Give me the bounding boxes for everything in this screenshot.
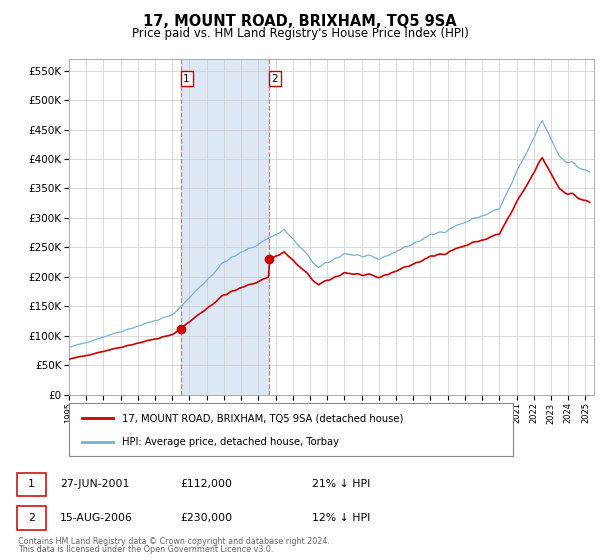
Text: 2: 2 — [28, 513, 35, 523]
Text: Price paid vs. HM Land Registry's House Price Index (HPI): Price paid vs. HM Land Registry's House … — [131, 27, 469, 40]
Text: 2: 2 — [272, 73, 278, 83]
Text: 15-AUG-2006: 15-AUG-2006 — [60, 513, 133, 523]
FancyBboxPatch shape — [69, 403, 513, 456]
Text: Contains HM Land Registry data © Crown copyright and database right 2024.: Contains HM Land Registry data © Crown c… — [18, 537, 330, 546]
Text: £112,000: £112,000 — [180, 479, 232, 489]
Text: £230,000: £230,000 — [180, 513, 232, 523]
Text: 1: 1 — [183, 73, 190, 83]
Bar — [181, 59, 269, 395]
Text: 17, MOUNT ROAD, BRIXHAM, TQ5 9SA (detached house): 17, MOUNT ROAD, BRIXHAM, TQ5 9SA (detach… — [122, 413, 404, 423]
Text: 17, MOUNT ROAD, BRIXHAM, TQ5 9SA: 17, MOUNT ROAD, BRIXHAM, TQ5 9SA — [143, 14, 457, 29]
Text: 1: 1 — [28, 479, 35, 489]
Text: HPI: Average price, detached house, Torbay: HPI: Average price, detached house, Torb… — [122, 436, 339, 446]
Text: 21% ↓ HPI: 21% ↓ HPI — [312, 479, 370, 489]
Text: 27-JUN-2001: 27-JUN-2001 — [60, 479, 130, 489]
Text: 12% ↓ HPI: 12% ↓ HPI — [312, 513, 370, 523]
Text: This data is licensed under the Open Government Licence v3.0.: This data is licensed under the Open Gov… — [18, 545, 274, 554]
